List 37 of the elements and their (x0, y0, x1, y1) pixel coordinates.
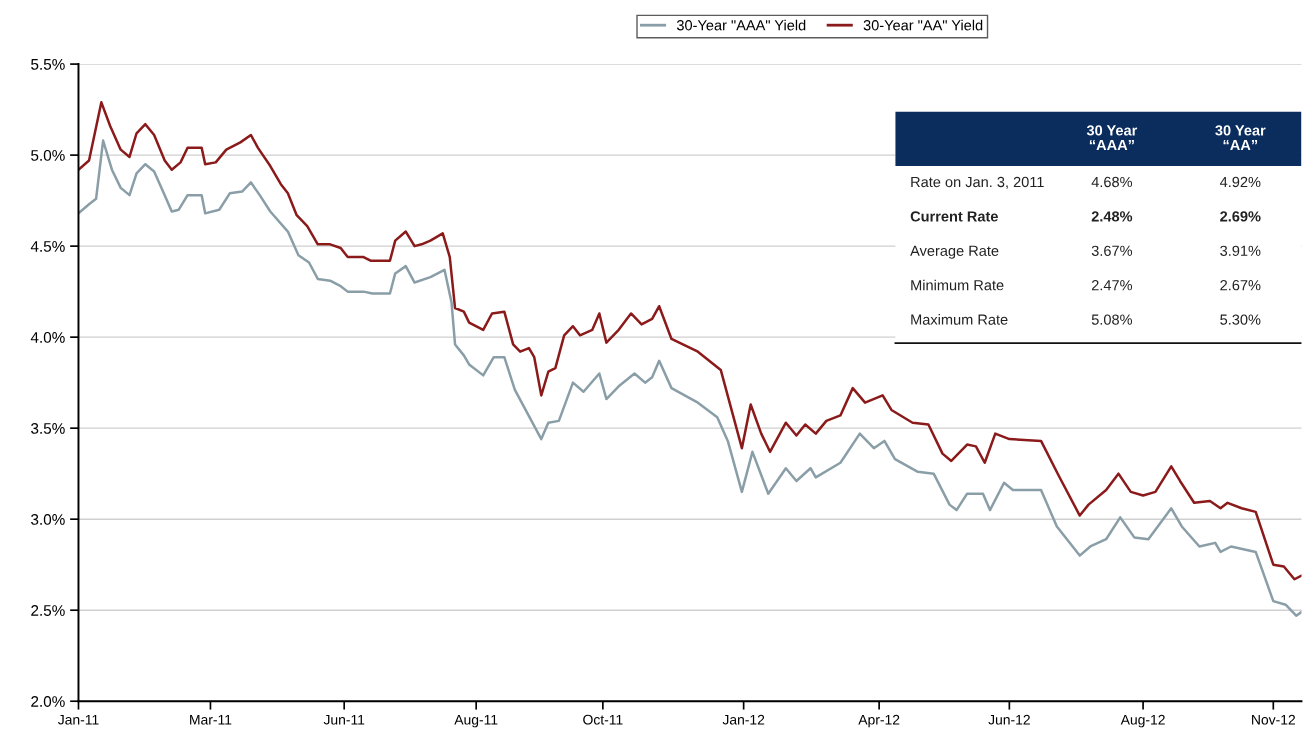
x-tick-label: Aug-12 (1120, 714, 1165, 728)
legend-label: 30-Year "AA" Yield (863, 19, 983, 31)
annotation: 30 Year “AAA” (1086, 125, 1138, 151)
x-tick-label: Jun-11 (323, 714, 365, 725)
y-tick-label: 4.0% (30, 332, 65, 343)
y-tick-label: 3.5% (31, 423, 65, 434)
annotation: Current Rate (910, 211, 998, 222)
annotation: 3.67% (1091, 245, 1133, 256)
annotation: 5.08% (1091, 314, 1133, 325)
legend-label: 30-Year "AAA" Yield (676, 19, 806, 31)
annotation: Maximum Rate (911, 314, 1008, 325)
x-tick-label: Mar-11 (190, 714, 232, 725)
x-tick-label: Nov-12 (1252, 714, 1295, 725)
x-tick-label: Jan-11 (57, 714, 99, 725)
y-tick-label: 5.0% (31, 149, 65, 161)
annotation: 2.69% (1220, 211, 1261, 222)
annotation: Average Rate (910, 245, 999, 259)
y-tick-label: 2.0% (31, 696, 65, 707)
y-tick-label: 2.5% (31, 605, 65, 616)
annotation: 30 Year “AA” (1215, 125, 1266, 151)
x-tick-label: Apr-12 (858, 714, 900, 728)
annotation: 2.47% (1091, 280, 1133, 291)
annotation: 2.67% (1220, 280, 1261, 291)
x-tick-label: Jan-12 (722, 714, 765, 725)
annotation: 4.68% (1091, 176, 1133, 188)
x-tick-label: Jun-12 (988, 714, 1030, 725)
y-tick-label: 3.0% (31, 514, 65, 525)
annotation: 2.48% (1091, 211, 1133, 222)
annotation: 4.92% (1219, 176, 1261, 188)
x-tick-label: Oct-11 (583, 714, 623, 725)
x-tick-label: Aug-11 (454, 714, 498, 728)
y-tick-label: 5.5% (31, 59, 65, 70)
annotation: Rate on Jan. 3, 2011 (911, 176, 1044, 189)
annotation: Minimum Rate (911, 279, 1004, 291)
y-tick-label: 4.5% (30, 241, 65, 252)
annotation: 3.91% (1220, 245, 1261, 256)
annotation: 5.30% (1220, 314, 1261, 325)
